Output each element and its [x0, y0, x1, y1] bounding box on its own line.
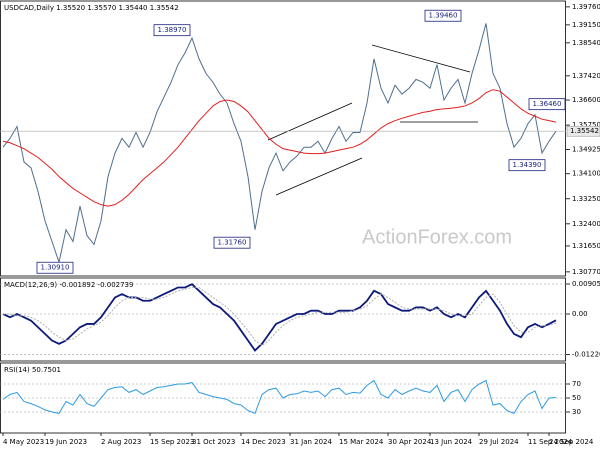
y-tick-label: 70	[572, 380, 581, 388]
y-tick-label: 1.39150	[572, 21, 600, 29]
annotation-box	[153, 24, 191, 37]
x-tick-label: 15 Mar 2024	[339, 438, 384, 446]
y-tick-label: -0.012209	[572, 350, 600, 358]
x-tick-label: 2 Aug 2023	[101, 438, 141, 446]
series-line	[2, 89, 557, 207]
y-tick-label: 1.30770	[572, 268, 600, 276]
series-line	[2, 283, 557, 352]
series-line	[3, 286, 557, 347]
panel-title: MACD(12,26,9) -0.001892 -0.002739	[4, 281, 133, 289]
y-tick-label: 1.32400	[572, 220, 600, 228]
annotation-label: 1.39460	[429, 12, 458, 20]
annotation-label: 1.31760	[218, 239, 247, 247]
x-tick-label: 30 Apr 2024	[388, 438, 432, 446]
trendlines	[267, 44, 478, 196]
series-line	[2, 23, 557, 265]
y-tick-label: 50	[572, 394, 581, 402]
y-tick-label: 1.37420	[572, 72, 600, 80]
x-tick-label: 4 May 2023	[3, 438, 44, 446]
y-tick-label: 1.38540	[572, 39, 600, 47]
last-price-label: 1.35542	[570, 127, 599, 135]
y-tick-label: 30	[572, 408, 581, 416]
annotation-label: 1.38970	[158, 26, 187, 34]
y-tick-label: 1.39760	[572, 3, 600, 11]
watermark: ActionForex.com	[362, 226, 512, 248]
annotation-label: 1.36460	[533, 100, 562, 108]
x-tick-label: 13 Jun 2024	[430, 438, 473, 446]
x-tick-label: 14 Dec 2023	[241, 438, 286, 446]
last-price-box	[566, 125, 600, 137]
x-tick-label: 11 Sep 2024	[528, 438, 573, 446]
trendline	[371, 44, 471, 73]
x-tick-label: 15 Sep 2023	[150, 438, 194, 446]
panel-title: USDCAD,Daily 1.35520 1.35570 1.35440 1.3…	[4, 4, 179, 12]
annotation-box	[36, 261, 74, 274]
y-tick-label: 0.009055	[572, 280, 600, 288]
x-tick-label: 31 Oct 2023	[192, 438, 235, 446]
panel-frame	[0, 277, 566, 362]
y-tick-label: 1.34100	[572, 170, 600, 178]
panel-frame	[0, 0, 566, 277]
x-tick-label: 31 Jan 2024	[290, 438, 333, 446]
annotation-box	[424, 9, 462, 22]
series-line	[2, 379, 557, 415]
y-tick-label: 1.31650	[572, 242, 600, 250]
y-tick-label: 1.34925	[572, 145, 600, 153]
annotation-box	[508, 159, 546, 172]
annotation-box	[528, 98, 566, 111]
trendline	[275, 157, 363, 196]
x-tick-label: 24 Sep 2024	[549, 438, 594, 446]
y-tick-label: 1.36600	[572, 96, 600, 104]
x-tick-label: 29 Jul 2024	[479, 438, 519, 446]
annotation-box	[213, 236, 251, 249]
x-tick-label: 19 Jun 2023	[45, 438, 87, 446]
annotation-label: 1.30910	[41, 264, 70, 272]
annotation-label: 1.34390	[513, 161, 542, 169]
y-tick-label: 1.35750	[572, 121, 600, 129]
y-tick-label: 0.00	[572, 310, 588, 318]
y-tick-label: 1.33250	[572, 195, 600, 203]
panel-title: RSI(14) 50.7501	[4, 366, 61, 374]
trendline	[267, 102, 353, 141]
